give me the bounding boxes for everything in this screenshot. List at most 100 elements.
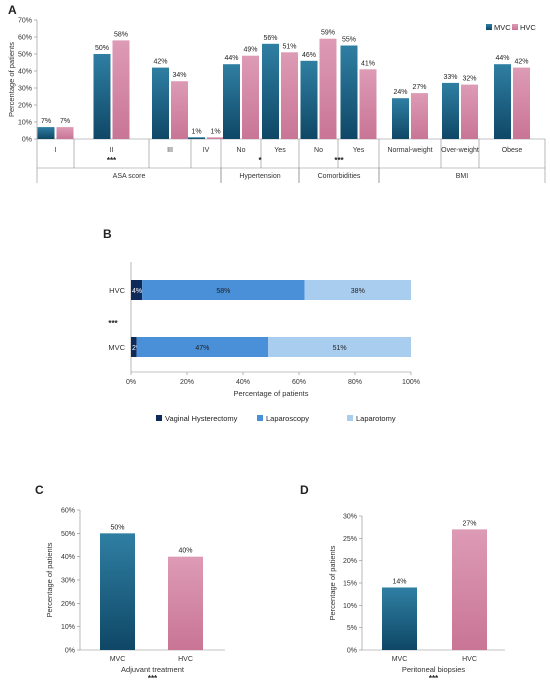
data-label-hvc: 51%	[282, 43, 296, 50]
legend-label-hvc: HVC	[520, 23, 536, 32]
legend-label-b: Vaginal Hysterectomy	[165, 414, 238, 423]
x-tick-label-b: 60%	[292, 379, 306, 386]
bar-hvc	[319, 38, 337, 140]
chart-d: 0% 5% 10% 15% 20% 25% 30% Percentage of patient…	[328, 514, 505, 683]
group-label-a: Hypertension	[239, 173, 280, 180]
y-tick-label-c: 0%	[65, 648, 75, 655]
y-tick-label-c: 50%	[61, 531, 75, 538]
y-tick-label-d: 20%	[343, 558, 357, 565]
category-label-a: Normal-weight	[387, 147, 432, 154]
bar-mvc	[93, 54, 111, 139]
y-tick-label-a: 60%	[18, 35, 32, 42]
data-label-b: 38%	[351, 288, 365, 295]
data-label-mvc: 42%	[153, 59, 167, 66]
bar-segment-2	[304, 280, 411, 300]
data-label-d: 14%	[392, 578, 406, 585]
group-label-a: Comorbidities	[318, 173, 361, 180]
data-label-mvc: 50%	[95, 45, 109, 52]
legend-label-b: Laparotomy	[356, 414, 396, 423]
significance-stars-d: ***	[429, 674, 439, 683]
bar-hvc	[513, 67, 530, 139]
bar-hvc	[168, 556, 203, 650]
data-label-mvc: 56%	[263, 35, 277, 42]
bar-mvc	[340, 45, 358, 139]
bar-segment-1	[136, 337, 269, 357]
legend-swatch-b	[257, 415, 263, 421]
bar-mvc	[382, 587, 417, 650]
y-tick-label-a: 0%	[22, 137, 32, 144]
category-label-a: Yes	[274, 147, 286, 154]
group-label-a: ASA score	[113, 173, 146, 180]
y-axis-title-a: Percentage of patients	[7, 42, 16, 117]
legend-label-b: Laparoscopy	[266, 414, 309, 423]
x-axis-title-b: Percentage of patients	[233, 389, 308, 398]
data-label-b: 51%	[333, 345, 347, 352]
bar-mvc	[37, 127, 55, 139]
category-label-a: Over-weight	[441, 147, 479, 154]
data-label-hvc: 7%	[60, 118, 70, 125]
bar-hvc	[281, 52, 298, 139]
data-label-b: 58%	[216, 288, 230, 295]
legend-label-mvc: MVC	[494, 23, 511, 32]
x-tick-label-b: 0%	[126, 379, 136, 386]
legend-swatch-hvc	[512, 24, 518, 30]
bar-hvc	[411, 93, 428, 139]
bar-mvc	[494, 64, 511, 139]
y-tick-label-d: 10%	[343, 603, 357, 610]
category-label-b: MVC	[108, 343, 125, 352]
y-tick-label-c: 30%	[61, 578, 75, 585]
data-label-mvc: 44%	[495, 55, 509, 62]
bar-hvc	[359, 69, 377, 139]
data-label-hvc: 49%	[243, 47, 257, 54]
chart-b: 0% 20% 40% 60% 80% 100% Percentage of patients…	[108, 262, 420, 423]
y-tick-label-d: 30%	[343, 514, 357, 521]
data-label-mvc: 1%	[191, 128, 201, 135]
legend-swatch-b	[156, 415, 162, 421]
data-label-hvc: 41%	[361, 60, 375, 67]
data-label-mvc: 44%	[224, 55, 238, 62]
category-label-a: Obese	[502, 147, 523, 154]
bar-segment-0	[131, 280, 143, 300]
y-tick-label-a: 40%	[18, 69, 32, 76]
data-label-c: 50%	[110, 524, 124, 531]
bar-hvc	[171, 81, 188, 139]
data-label-d: 27%	[462, 520, 476, 527]
data-label-hvc: 42%	[514, 59, 528, 66]
group-label-a: BMI	[456, 173, 469, 180]
y-tick-label-c: 60%	[61, 508, 75, 515]
y-tick-label-d: 5%	[347, 625, 357, 632]
bar-hvc	[452, 529, 487, 650]
data-label-mvc: 24%	[393, 89, 407, 96]
category-label-a: I	[55, 147, 57, 154]
category-label-a: No	[237, 147, 246, 154]
bar-segment-0	[131, 337, 137, 357]
bar-segment-2	[268, 337, 411, 357]
bar-mvc	[152, 67, 169, 139]
y-tick-label-d: 0%	[347, 648, 357, 655]
bar-mvc	[442, 82, 459, 139]
bar-mvc	[188, 137, 205, 139]
category-label-c: MVC	[110, 656, 126, 663]
y-tick-label-a: 30%	[18, 86, 32, 93]
category-label-a: No	[314, 147, 323, 154]
data-label-b: 4%	[132, 288, 142, 295]
significance-stars-b: ***	[108, 319, 118, 328]
panel-letter-a: A	[8, 3, 17, 17]
bar-hvc	[242, 55, 259, 140]
data-label-b: 47%	[195, 345, 209, 352]
y-tick-label-a: 10%	[18, 120, 32, 127]
y-tick-label-c: 40%	[61, 554, 75, 561]
data-label-mvc: 33%	[443, 74, 457, 81]
category-label-d: HVC	[462, 656, 477, 663]
data-label-hvc: 27%	[412, 84, 426, 91]
x-axis-title-c: Adjuvant treatment	[121, 665, 185, 674]
bar-hvc	[56, 127, 74, 139]
data-label-hvc: 59%	[321, 30, 335, 37]
category-label-c: HVC	[178, 656, 193, 663]
x-axis-title-d: Peritoneal biopsies	[402, 665, 466, 674]
data-label-mvc: 55%	[342, 37, 356, 44]
y-axis-title-c: Percentage of patients	[45, 542, 54, 617]
data-label-hvc: 32%	[462, 76, 476, 83]
significance-stars-a: *	[258, 156, 262, 165]
